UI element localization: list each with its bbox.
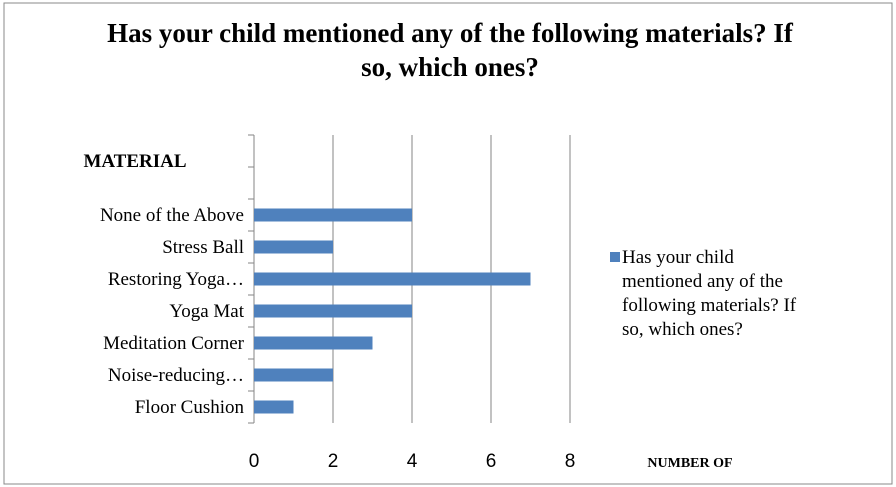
y-tick-label: Floor Cushion: [135, 397, 245, 418]
legend-swatch: [610, 252, 620, 262]
chart-border: [3, 2, 893, 485]
bar: [254, 336, 373, 350]
bar: [254, 240, 333, 254]
y-tick-label: Yoga Mat: [169, 301, 244, 322]
x-axis-label: NUMBER OF: [647, 456, 732, 471]
y-tick-label: None of the Above: [100, 205, 244, 226]
bar: [254, 304, 412, 318]
x-tick-label: 8: [565, 451, 576, 472]
y-axis-label: MATERIAL: [83, 151, 186, 172]
y-tick-label: Meditation Corner: [103, 333, 245, 354]
bar: [254, 400, 294, 414]
chart-title: Has your child mentioned any of the foll…: [107, 18, 793, 82]
y-tick-label: Stress Ball: [162, 237, 244, 258]
x-tick-label: 6: [486, 451, 497, 472]
y-tick-label: Noise-reducing…: [108, 365, 244, 386]
legend-label: Has your child mentioned any of the foll…: [622, 247, 797, 340]
x-tick-label: 4: [407, 451, 418, 472]
bar: [254, 368, 333, 382]
legend: Has your child mentioned any of the foll…: [610, 246, 812, 342]
x-tick-label: 2: [328, 451, 339, 472]
y-tick-label: Restoring Yoga…: [108, 269, 244, 290]
bar: [254, 272, 531, 286]
x-tick-label: 0: [249, 451, 260, 472]
bar: [254, 208, 412, 222]
